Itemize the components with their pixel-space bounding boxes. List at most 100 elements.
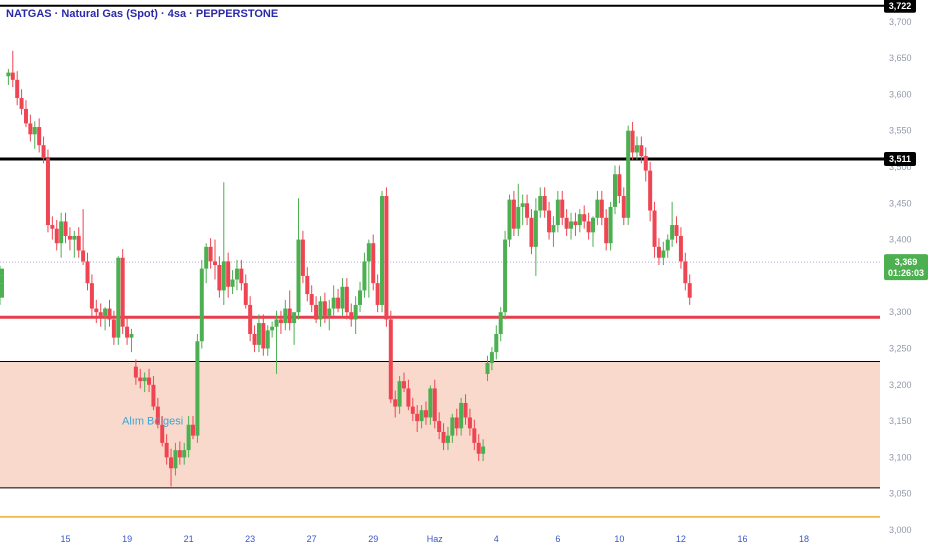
candle-body[interactable]: [617, 174, 622, 197]
candle-body[interactable]: [432, 388, 437, 422]
candle-body[interactable]: [283, 308, 288, 324]
candle-body[interactable]: [516, 206, 521, 229]
candle-body[interactable]: [353, 304, 358, 320]
candle-body[interactable]: [322, 301, 327, 316]
candle-body[interactable]: [362, 261, 367, 291]
candle-body[interactable]: [0, 268, 4, 276]
candle-body[interactable]: [626, 130, 631, 218]
candle-body[interactable]: [498, 312, 503, 334]
candle-body[interactable]: [15, 79, 20, 99]
candle-body[interactable]: [445, 435, 450, 443]
candle-body[interactable]: [573, 221, 578, 226]
candle-body[interactable]: [503, 239, 508, 313]
candle-body[interactable]: [243, 283, 248, 305]
candle-body[interactable]: [538, 196, 543, 211]
candle-body[interactable]: [419, 410, 424, 422]
candle-body[interactable]: [358, 290, 363, 305]
candle-body[interactable]: [173, 450, 178, 469]
candle-body[interactable]: [59, 221, 64, 244]
candle-body[interactable]: [441, 431, 446, 443]
candle-body[interactable]: [45, 158, 50, 226]
candle-body[interactable]: [388, 319, 393, 400]
candle-body[interactable]: [0, 283, 4, 295]
candle-body[interactable]: [406, 388, 411, 407]
candle-body[interactable]: [191, 424, 196, 436]
candle-body[interactable]: [472, 428, 477, 443]
candle-body[interactable]: [318, 301, 323, 320]
candle-body[interactable]: [234, 268, 239, 280]
candle-body[interactable]: [476, 442, 481, 454]
candle-body[interactable]: [678, 235, 683, 262]
candle-body[interactable]: [296, 239, 301, 313]
candle-body[interactable]: [529, 217, 534, 247]
candle-body[interactable]: [459, 402, 464, 429]
candle-body[interactable]: [151, 384, 156, 407]
candle-body[interactable]: [621, 196, 626, 218]
candle-body[interactable]: [450, 417, 455, 436]
candle-body[interactable]: [54, 228, 59, 244]
candle-body[interactable]: [577, 214, 582, 226]
candle-body[interactable]: [182, 450, 187, 458]
candle-body[interactable]: [63, 221, 68, 236]
candle-body[interactable]: [186, 424, 191, 451]
candle-body[interactable]: [160, 424, 165, 443]
candle-body[interactable]: [340, 286, 345, 309]
candle-body[interactable]: [98, 312, 103, 316]
candle-body[interactable]: [634, 145, 639, 153]
candle-body[interactable]: [384, 196, 389, 320]
candle-body[interactable]: [344, 286, 349, 313]
candle-body[interactable]: [138, 377, 143, 382]
candle-body[interactable]: [41, 145, 46, 159]
candle-body[interactable]: [687, 283, 692, 298]
candle-body[interactable]: [261, 323, 266, 349]
candle-body[interactable]: [525, 203, 530, 218]
candle-body[interactable]: [331, 297, 336, 309]
candle-body[interactable]: [569, 221, 574, 229]
candle-body[interactable]: [270, 326, 275, 331]
candle-body[interactable]: [415, 413, 420, 422]
candle-body[interactable]: [226, 261, 231, 287]
candle-body[interactable]: [217, 265, 222, 291]
candle-body[interactable]: [274, 319, 279, 327]
candle-body[interactable]: [599, 199, 604, 218]
candle-body[interactable]: [423, 410, 428, 418]
candle-body[interactable]: [212, 261, 217, 265]
candle-body[interactable]: [371, 243, 376, 284]
candle-body[interactable]: [630, 130, 635, 153]
candle-body[interactable]: [239, 268, 244, 284]
candle-body[interactable]: [300, 239, 305, 276]
candle-body[interactable]: [278, 319, 283, 324]
candle-body[interactable]: [336, 297, 341, 309]
candle-body[interactable]: [72, 235, 77, 240]
candle-body[interactable]: [6, 72, 11, 77]
candle-body[interactable]: [142, 377, 147, 382]
candle-body[interactable]: [287, 308, 292, 324]
candle-body[interactable]: [639, 145, 644, 157]
candle-body[interactable]: [204, 246, 209, 269]
candle-body[interactable]: [89, 283, 94, 309]
candle-body[interactable]: [656, 246, 661, 258]
candle-body[interactable]: [463, 402, 468, 418]
candle-body[interactable]: [643, 156, 648, 171]
candle-body[interactable]: [410, 406, 415, 414]
candle-body[interactable]: [19, 98, 24, 109]
candle-body[interactable]: [507, 199, 512, 240]
candle-body[interactable]: [547, 210, 552, 233]
candle-body[interactable]: [230, 279, 235, 287]
candle-body[interactable]: [454, 417, 459, 429]
candle-body[interactable]: [164, 442, 169, 458]
candle-body[interactable]: [397, 381, 402, 407]
candle-body[interactable]: [520, 203, 525, 207]
candle-body[interactable]: [327, 308, 332, 316]
candle-body[interactable]: [111, 319, 116, 338]
candle-body[interactable]: [125, 326, 130, 338]
candle-body[interactable]: [103, 308, 108, 316]
candle-body[interactable]: [401, 381, 406, 389]
candle-body[interactable]: [494, 333, 499, 353]
candle-body[interactable]: [208, 246, 213, 262]
candle-body[interactable]: [661, 250, 666, 258]
candle-body[interactable]: [116, 257, 121, 338]
candle-body[interactable]: [199, 268, 204, 342]
candle-body[interactable]: [670, 225, 675, 240]
